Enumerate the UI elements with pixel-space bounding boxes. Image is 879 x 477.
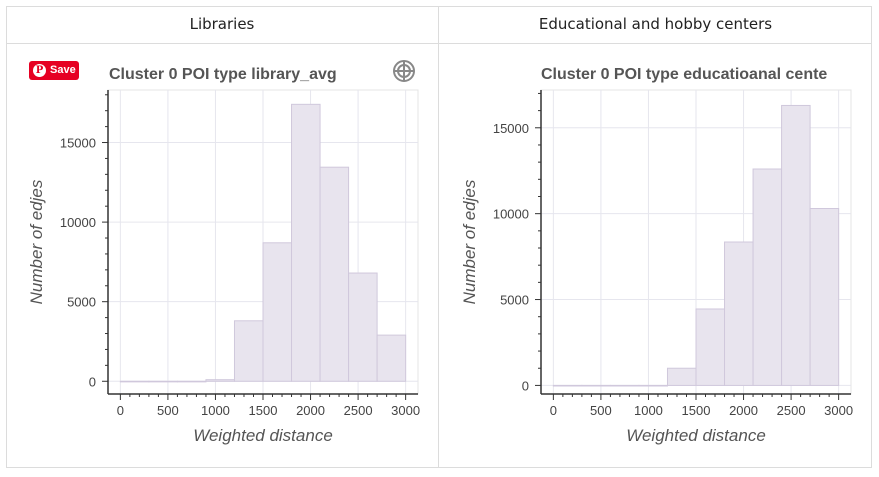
y-tick-label: 10000 bbox=[60, 215, 96, 230]
histogram-bar bbox=[262, 242, 293, 382]
histogram-bar bbox=[348, 272, 378, 382]
tab-educational-hobby-centers[interactable]: Educational and hobby centers bbox=[538, 15, 773, 33]
pinterest-icon: P bbox=[33, 64, 46, 77]
y-tick-label: 15000 bbox=[60, 136, 96, 151]
histogram-bar bbox=[666, 367, 697, 386]
histogram-bar bbox=[695, 308, 726, 386]
histogram-bar bbox=[724, 241, 754, 386]
libraries-histogram: 0 500 1000 1500 2000 2500 3000 0 5000 10000 15000 C… bbox=[27, 66, 420, 445]
y-tick-label: 15000 bbox=[493, 121, 529, 136]
x-tick-label: 1500 bbox=[682, 403, 711, 418]
x-tick-label: 2000 bbox=[729, 403, 758, 418]
x-tick-label: 1500 bbox=[249, 403, 278, 418]
chart-title: Cluster 0 POI type library_avg bbox=[109, 66, 337, 83]
crosshair-icon[interactable] bbox=[392, 59, 416, 83]
x-tick-label: 2500 bbox=[777, 403, 806, 418]
histogram-bar bbox=[809, 208, 840, 386]
x-axis-label: Weighted distance bbox=[193, 426, 333, 445]
histogram-bar bbox=[233, 320, 264, 382]
y-tick-label: 5000 bbox=[67, 295, 96, 310]
x-tick-label: 2000 bbox=[296, 403, 325, 418]
save-button-label: Save bbox=[50, 64, 76, 76]
y-axis-label: Number of edjes bbox=[27, 179, 46, 304]
x-tick-label: 3000 bbox=[824, 403, 853, 418]
chart-title: Cluster 0 POI type educatioanal cente bbox=[541, 66, 827, 83]
x-tick-label: 1000 bbox=[634, 403, 663, 418]
histogram-bar bbox=[638, 384, 668, 387]
x-tick-label: 0 bbox=[550, 403, 557, 418]
x-tick-label: 2500 bbox=[344, 403, 373, 418]
histogram-bar bbox=[376, 334, 407, 382]
y-tick-label: 0 bbox=[522, 378, 529, 393]
histogram-bar bbox=[581, 384, 611, 387]
save-button[interactable]: P Save bbox=[29, 61, 79, 80]
x-tick-label: 0 bbox=[117, 403, 124, 418]
educational-chart-group: 0 500 1000 1500 2000 2500 3000 0 5000 10000 15000 C… bbox=[460, 66, 853, 445]
x-axis-label: Weighted distance bbox=[626, 426, 766, 445]
histogram-bar bbox=[552, 384, 583, 387]
panel-frame bbox=[6, 6, 872, 468]
histogram-bar bbox=[609, 384, 640, 387]
histogram-bar bbox=[781, 104, 811, 386]
header-divider bbox=[6, 43, 872, 44]
x-tick-label: 3000 bbox=[391, 403, 420, 418]
x-tick-label: 1000 bbox=[201, 403, 230, 418]
histogram-bar bbox=[752, 168, 783, 386]
educational-histogram: 0 500 1000 1500 2000 2500 3000 0 5000 10000 15000 C… bbox=[460, 66, 853, 445]
y-tick-label: 5000 bbox=[500, 293, 529, 308]
tab-libraries[interactable]: Libraries bbox=[189, 15, 255, 33]
x-tick-label: 500 bbox=[590, 403, 612, 418]
y-tick-label: 10000 bbox=[493, 207, 529, 222]
y-tick-label: 0 bbox=[89, 374, 96, 389]
y-axis-label: Number of edjes bbox=[460, 179, 479, 304]
column-divider bbox=[438, 6, 439, 468]
x-tick-label: 500 bbox=[157, 403, 179, 418]
